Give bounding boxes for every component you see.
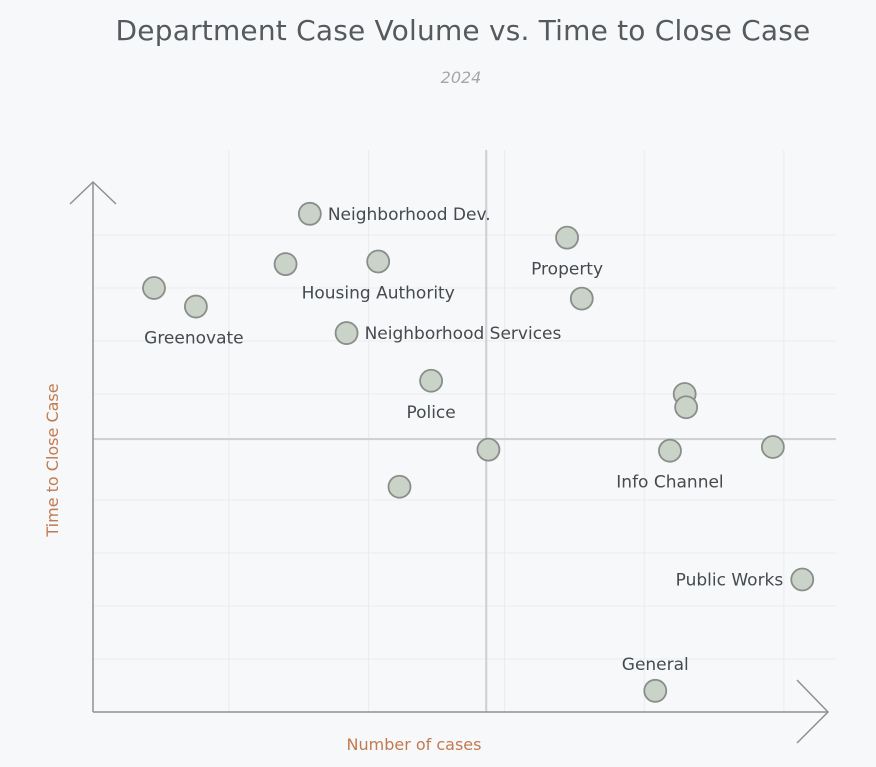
data-point[interactable] [419, 368, 444, 393]
x-axis-title: Number of cases [347, 735, 482, 754]
data-label: Info Channel [616, 473, 723, 493]
data-label: Police [406, 403, 455, 423]
reference-lines [93, 150, 836, 712]
y-axis-arrow [69, 180, 117, 205]
data-point[interactable] [760, 435, 785, 459]
data-label: Neighborhood Dev. [328, 205, 491, 225]
data-point[interactable] [387, 474, 412, 499]
data-point[interactable] [476, 437, 501, 462]
data-point[interactable] [790, 567, 815, 592]
data-point[interactable] [366, 249, 391, 274]
data-point[interactable] [674, 395, 699, 420]
data-point[interactable] [142, 276, 166, 300]
data-label: Neighborhood Services [365, 324, 562, 344]
chart-title: Department Case Volume vs. Time to Close… [115, 14, 811, 47]
gridlines [93, 150, 836, 712]
data-point[interactable] [334, 321, 359, 345]
data-labels: Neighborhood Dev. Property Housing Authori… [144, 205, 783, 675]
data-label: Property [531, 260, 603, 280]
data-points [142, 201, 815, 703]
data-label: Greenovate [144, 329, 244, 349]
data-point[interactable] [555, 225, 579, 250]
axes [69, 180, 830, 744]
data-point[interactable] [297, 201, 322, 226]
data-label: Housing Authority [302, 284, 455, 304]
data-point[interactable] [569, 286, 594, 311]
data-point[interactable] [658, 438, 682, 463]
chart-subtitle: 2024 [440, 68, 482, 87]
y-axis-title: Time to Close Case [43, 383, 62, 537]
data-point[interactable] [643, 678, 668, 703]
x-axis-arrow [796, 679, 830, 744]
data-label: General [622, 655, 689, 675]
data-point[interactable] [273, 252, 298, 277]
data-label: Public Works [676, 571, 784, 591]
data-point[interactable] [183, 294, 208, 319]
